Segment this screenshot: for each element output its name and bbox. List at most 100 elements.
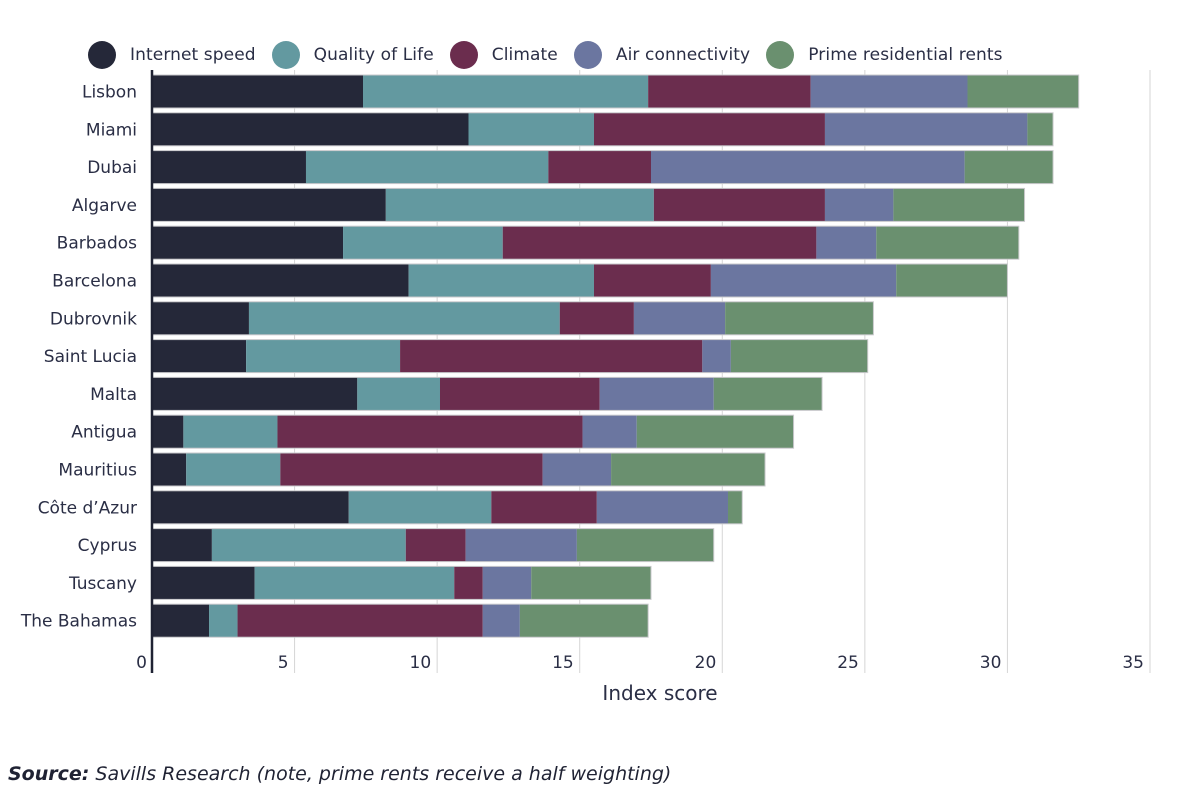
legend-label: Internet speed (130, 45, 256, 65)
bar-segment-internet-speed (152, 301, 249, 335)
bar-segment-internet-speed (152, 339, 247, 373)
bar-row (151, 225, 1020, 260)
bar-segment-air-connectivity (816, 226, 877, 260)
x-tick-label: 20 (695, 653, 717, 673)
bar-segment-climate (439, 377, 600, 411)
bar-segment-climate (653, 188, 825, 222)
bar-segment-internet-speed (152, 566, 255, 600)
bar-segment-climate (405, 528, 466, 562)
bar-segment-air-connectivity (633, 301, 726, 335)
x-tick-label: 15 (552, 653, 574, 673)
bar-segment-air-connectivity (582, 415, 637, 449)
legend-item-internet-speed: Internet speed (88, 41, 256, 69)
y-category-label: Algarve (72, 196, 137, 216)
bar-segment-prime-residential-rents (611, 453, 766, 486)
bar-segment-climate (593, 112, 825, 146)
bar-row (151, 150, 1054, 185)
bar-segment-internet-speed (152, 226, 344, 260)
legend-item-quality-of-life: Quality of Life (271, 41, 434, 69)
bar-segment-air-connectivity (651, 150, 965, 184)
bar-row (151, 603, 649, 638)
y-category-label: Tuscany (68, 574, 137, 594)
bar-segment-quality-of-life (254, 566, 455, 600)
bar-segment-prime-residential-rents (636, 415, 794, 449)
bar-segment-prime-residential-rents (730, 339, 868, 373)
bar-segment-internet-speed (152, 188, 386, 222)
bar-segment-internet-speed (152, 75, 364, 108)
bar-segment-quality-of-life (209, 604, 238, 638)
bar-segment-quality-of-life (357, 377, 440, 411)
y-category-label: Lisbon (82, 83, 137, 103)
legend-item-prime-residential-rents: Prime residential rents (766, 41, 1003, 69)
bar-segment-air-connectivity (810, 75, 968, 108)
legend-label: Prime residential rents (808, 45, 1003, 65)
bar-segment-air-connectivity (542, 453, 612, 486)
x-tick-label: 10 (410, 653, 432, 673)
bar-segment-internet-speed (152, 112, 469, 146)
legend-swatch-internet-speed (88, 41, 116, 69)
bar-row (151, 263, 1008, 298)
legend-item-air-connectivity: Air connectivity (573, 41, 751, 69)
x-tick-label: 5 (278, 653, 289, 673)
bar-segment-air-connectivity (599, 377, 714, 411)
bar-segment-prime-residential-rents (893, 188, 1025, 222)
bar-row (151, 528, 715, 563)
bar-row (151, 339, 869, 374)
bar-segment-air-connectivity (482, 566, 532, 600)
y-category-label: Malta (90, 385, 137, 405)
bar-segment-air-connectivity (824, 112, 1028, 146)
bar-segment-climate (491, 490, 597, 524)
bar-row (151, 565, 652, 600)
legend-swatch-prime-residential-rents (766, 41, 795, 69)
bar-segment-climate (548, 150, 651, 184)
bar-segment-air-connectivity (482, 604, 520, 638)
bar-segment-prime-residential-rents (967, 75, 1079, 108)
bar-segment-climate (454, 566, 483, 600)
x-tick-label: 0 (136, 653, 147, 673)
bar-segment-quality-of-life (363, 75, 649, 108)
y-category-label: Miami (86, 120, 137, 140)
bar-segment-prime-residential-rents (725, 301, 874, 335)
legend-label: Air connectivity (615, 45, 751, 65)
x-tick-label: 25 (837, 653, 859, 673)
bar-row (151, 301, 874, 336)
bar-row (151, 490, 743, 525)
bar-segment-quality-of-life (408, 264, 594, 297)
source-label: Source: (8, 763, 90, 785)
y-category-label: Dubai (87, 158, 137, 178)
y-category-label: Dubrovnik (50, 309, 137, 329)
legend-item-climate: Climate (449, 41, 558, 69)
bar-segment-prime-residential-rents (531, 566, 651, 600)
x-tick-label: 35 (1122, 653, 1144, 673)
bar-segment-prime-residential-rents (576, 528, 714, 562)
bar-segment-prime-residential-rents (1027, 112, 1054, 146)
bar-segment-climate (400, 339, 703, 373)
bar-row (151, 414, 795, 449)
bar-segment-air-connectivity (710, 264, 897, 297)
x-axis-title: Index score (602, 681, 718, 705)
legend-swatch-climate (449, 41, 478, 69)
bar-segment-prime-residential-rents (713, 377, 823, 411)
bar-segment-climate (280, 453, 543, 486)
bar-segment-quality-of-life (343, 226, 503, 260)
y-category-label: Barbados (57, 234, 137, 254)
bar-segment-air-connectivity (596, 490, 728, 524)
bar-segment-quality-of-life (186, 453, 281, 486)
bar-segment-air-connectivity (824, 188, 894, 222)
y-category-label: Saint Lucia (44, 347, 137, 367)
bar-row (151, 74, 1080, 109)
y-category-label: The Bahamas (20, 612, 137, 632)
bar-segment-quality-of-life (246, 339, 401, 373)
bar-segment-quality-of-life (248, 301, 560, 335)
bar-segment-prime-residential-rents (876, 226, 1019, 260)
x-axis-ticks: 0 5 10 15 20 25 30 35 (136, 653, 1144, 673)
bar-segment-prime-residential-rents (519, 604, 649, 638)
bar-segment-quality-of-life (183, 415, 278, 449)
bars (151, 74, 1080, 638)
bar-segment-quality-of-life (385, 188, 654, 222)
source-text: Savills Research (note, prime rents rece… (89, 763, 672, 785)
y-category-label: Côte d’Azur (38, 498, 137, 518)
legend-label: Climate (491, 45, 558, 65)
legend-swatch-quality-of-life (271, 41, 300, 69)
